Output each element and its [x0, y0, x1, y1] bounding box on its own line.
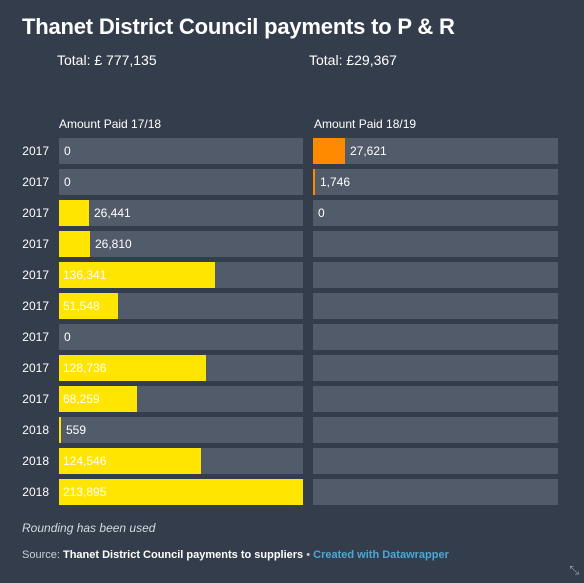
- column-header-1718: Amount Paid 17/18: [59, 117, 162, 131]
- bar: [59, 200, 89, 226]
- row-year-label: 2017: [22, 268, 49, 282]
- bar: [59, 479, 303, 505]
- row-year-label: 2017: [22, 361, 49, 375]
- bar: [59, 262, 215, 288]
- resize-handle-icon[interactable]: ⤡: [569, 563, 579, 577]
- bar-value-label: 0: [64, 330, 71, 344]
- source-prefix: Source:: [22, 549, 63, 561]
- datawrapper-link[interactable]: Created with Datawrapper: [313, 549, 449, 561]
- bar-value-label: 0: [64, 175, 71, 189]
- row-year-label: 2017: [22, 392, 49, 406]
- bar-track: 124,546: [59, 448, 303, 474]
- bar-track: [313, 293, 558, 319]
- bar-track: [313, 262, 558, 288]
- bar-track: 559: [59, 417, 303, 443]
- bar-value-label: 51,548: [63, 299, 100, 313]
- bar-value-label: 559: [66, 423, 87, 437]
- bar-value-label: 124,546: [63, 454, 107, 468]
- bar-track: 51,548: [59, 293, 303, 319]
- row-year-label: 2018: [22, 454, 49, 468]
- bar: [59, 355, 206, 381]
- bar-value-label: 213,895: [63, 485, 107, 499]
- bar-track: [313, 479, 558, 505]
- total-1819: Total: £29,367: [309, 52, 397, 68]
- bar: [313, 138, 345, 164]
- bar-value-label: 0: [318, 206, 325, 220]
- bar-track: 0: [59, 169, 303, 195]
- bar-track: 26,441: [59, 200, 303, 226]
- bar-track: [313, 386, 558, 412]
- source-separator: •: [303, 549, 314, 561]
- bar: [59, 417, 61, 443]
- row-year-label: 2017: [22, 144, 49, 158]
- bar-track: 68,259: [59, 386, 303, 412]
- row-year-label: 2018: [22, 423, 49, 437]
- row-year-label: 2018: [22, 485, 49, 499]
- bar-track: 0: [59, 324, 303, 350]
- bar-track: 136,341: [59, 262, 303, 288]
- bar: [59, 293, 118, 319]
- bar-track: 27,621: [313, 138, 558, 164]
- bar-track: 0: [313, 200, 558, 226]
- bar-value-label: 128,736: [63, 361, 107, 375]
- bar-track: 1,746: [313, 169, 558, 195]
- row-year-label: 2017: [22, 175, 49, 189]
- bar-track: [313, 324, 558, 350]
- bar-value-label: 0: [64, 144, 71, 158]
- bar-value-label: 26,441: [94, 206, 131, 220]
- row-year-label: 2017: [22, 237, 49, 251]
- bar-value-label: 26,810: [95, 237, 132, 251]
- bar-value-label: 27,621: [350, 144, 387, 158]
- bar-track: 213,895: [59, 479, 303, 505]
- bar-track: [313, 417, 558, 443]
- source-line: Source: Thanet District Council payments…: [22, 549, 449, 561]
- bar-track: [313, 448, 558, 474]
- bar: [59, 386, 137, 412]
- bar-track: 128,736: [59, 355, 303, 381]
- bar-value-label: 1,746: [320, 175, 351, 189]
- bar-track: 0: [59, 138, 303, 164]
- column-header-1819: Amount Paid 18/19: [314, 117, 417, 131]
- bar-value-label: 68,259: [63, 392, 100, 406]
- bar-value-label: 136,341: [63, 268, 107, 282]
- row-year-label: 2017: [22, 330, 49, 344]
- bar: [59, 448, 201, 474]
- source-name: Thanet District Council payments to supp…: [62, 549, 304, 561]
- bar: [59, 231, 90, 257]
- total-1718: Total: £ 777,135: [57, 52, 157, 68]
- chart-title: Thanet District Council payments to P & …: [22, 14, 455, 39]
- rounding-note: Rounding has been used: [22, 521, 156, 535]
- bar-track: 26,810: [59, 231, 303, 257]
- row-year-label: 2017: [22, 206, 49, 220]
- bar-track: [313, 231, 558, 257]
- row-year-label: 2017: [22, 299, 49, 313]
- bar-track: [313, 355, 558, 381]
- bar: [313, 169, 315, 195]
